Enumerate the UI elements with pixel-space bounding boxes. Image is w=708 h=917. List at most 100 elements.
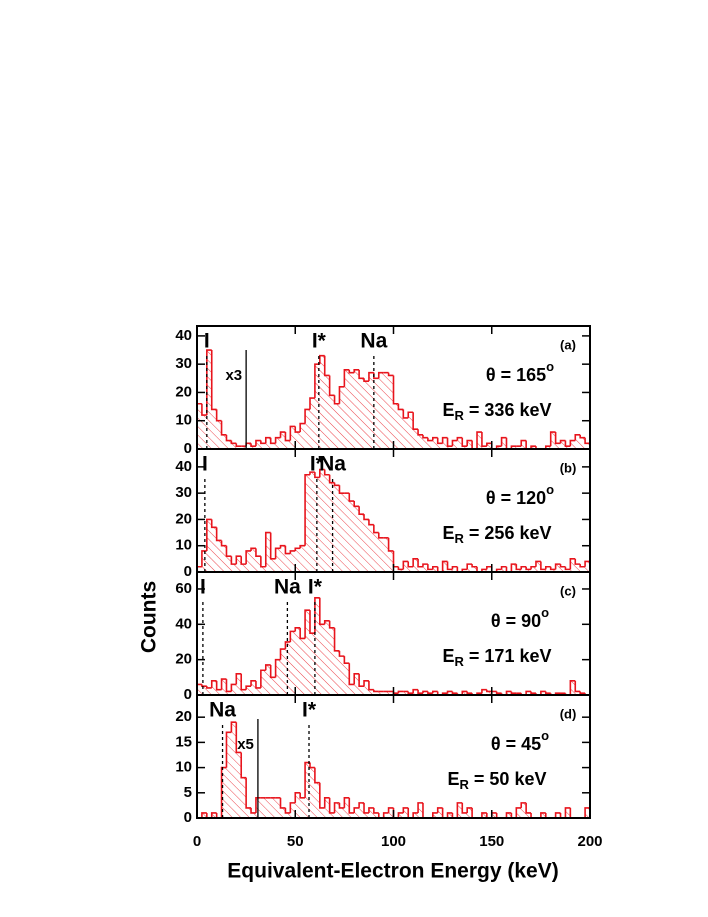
bar <box>300 545 306 572</box>
bar <box>447 691 453 695</box>
y-tick-label: 30 <box>175 484 192 501</box>
bar <box>368 689 374 695</box>
bar <box>251 548 256 572</box>
bar-outline <box>255 548 261 558</box>
bar-outline <box>353 369 360 373</box>
bar <box>265 664 271 695</box>
bar-outline <box>299 544 306 549</box>
angle-label: θ = 120o <box>486 482 554 507</box>
bar <box>260 670 266 695</box>
bar-outline <box>486 442 492 447</box>
bar-outline <box>333 482 340 487</box>
bar-outline <box>338 802 345 809</box>
bar-outline <box>206 686 212 689</box>
bar <box>373 812 379 818</box>
bar-outline <box>279 797 286 809</box>
bar-outline <box>451 691 458 695</box>
bar-outline <box>250 443 256 447</box>
bar <box>211 812 217 818</box>
bar-outline <box>323 355 330 377</box>
marker-label: I* <box>308 576 323 599</box>
bar-outline <box>368 680 374 691</box>
bar <box>521 440 527 449</box>
bar-outline <box>515 807 522 818</box>
bar <box>501 437 507 449</box>
bar <box>344 663 350 695</box>
bar-outline <box>314 767 320 784</box>
bar <box>285 812 291 818</box>
bar <box>197 566 202 572</box>
x-tick-label: 0 <box>193 833 201 850</box>
bar <box>418 802 423 818</box>
bar <box>285 553 291 572</box>
bar-outline <box>392 375 399 405</box>
bar <box>334 485 340 572</box>
bar <box>275 797 281 818</box>
bar <box>452 566 458 572</box>
energy-text: = 50 keV <box>469 769 547 789</box>
bar-outline <box>500 436 507 447</box>
bar-outline <box>220 766 227 818</box>
bar <box>422 564 428 572</box>
bar-outline <box>549 566 556 571</box>
bar <box>236 556 242 572</box>
bar-outline <box>554 563 561 570</box>
bar-outline <box>377 371 384 379</box>
bar-outline <box>427 691 433 695</box>
bar-outline <box>535 560 541 567</box>
bar-outline <box>417 689 423 695</box>
bar <box>472 566 478 572</box>
y-tick-label: 10 <box>175 412 192 429</box>
bar-outline <box>304 761 310 798</box>
y-tick-label: 40 <box>175 327 192 344</box>
bar <box>251 680 256 695</box>
bar-outline <box>466 563 473 570</box>
bar <box>295 627 301 695</box>
bar-outline <box>348 663 355 686</box>
bar-outline <box>407 691 414 695</box>
bar <box>447 569 453 572</box>
bar <box>354 807 360 818</box>
bar <box>280 545 286 572</box>
bar <box>349 372 355 449</box>
bar-outline <box>294 547 301 551</box>
bar <box>324 474 330 572</box>
bar-outline <box>314 363 320 399</box>
bar-outline <box>363 514 369 521</box>
bar <box>368 372 374 449</box>
bar <box>550 569 556 572</box>
bar <box>251 446 256 449</box>
panel-frame <box>196 571 591 696</box>
y-tick-label: 20 <box>175 510 192 527</box>
bar-outline <box>348 369 355 374</box>
bar <box>373 691 379 695</box>
bar <box>403 561 409 572</box>
bar-outline <box>456 436 463 441</box>
bar-outline <box>358 802 365 808</box>
bar <box>221 679 227 695</box>
bar-outline <box>250 807 256 814</box>
bar-outline <box>358 369 365 380</box>
bar <box>305 762 310 818</box>
energy-sub: R <box>455 531 465 546</box>
bar <box>540 691 546 695</box>
energy-label: ER = 336 keV <box>443 400 552 424</box>
bar <box>481 446 487 449</box>
bar-outline <box>574 434 581 441</box>
bar-outline <box>520 439 527 447</box>
bar <box>427 440 433 449</box>
bar <box>295 548 301 572</box>
marker-label: I <box>202 453 208 476</box>
bar <box>565 446 571 449</box>
bar <box>516 807 522 818</box>
y-tick-label: 60 <box>175 580 192 597</box>
bar-outline <box>304 473 310 546</box>
bar <box>383 812 389 818</box>
bar <box>506 812 512 818</box>
bar-outline <box>412 688 419 694</box>
bar <box>531 446 536 449</box>
bar <box>226 691 232 695</box>
bar-outline <box>264 531 271 567</box>
bar-outline <box>289 425 296 441</box>
bar <box>344 369 350 449</box>
